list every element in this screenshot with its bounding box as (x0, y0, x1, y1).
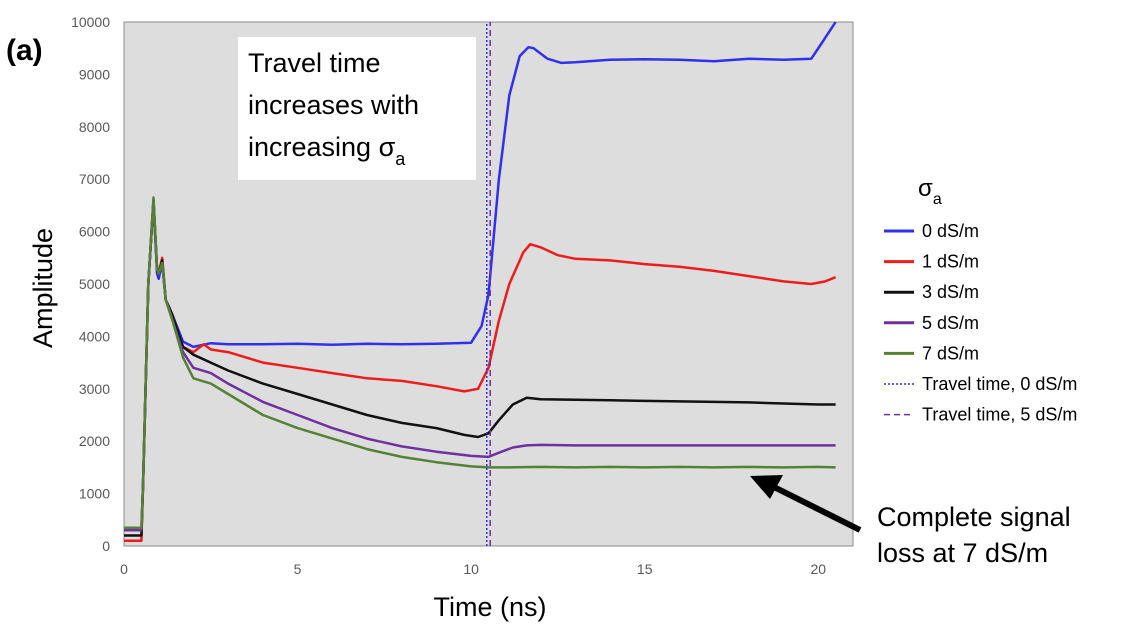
panel-label: (a) (6, 34, 43, 67)
y-tick-label: 10000 (71, 14, 110, 30)
x-axis-ticks: 0 5 10 15 20 (120, 561, 826, 577)
y-axis-title: Amplitude (28, 228, 58, 348)
x-tick-label: 5 (294, 561, 302, 577)
y-tick-label: 7000 (79, 171, 110, 187)
legend: σa 0 dS/m 1 dS/m 3 dS/m 5 dS/m 7 dS/m Travel … (884, 175, 1077, 425)
legend-title-main: σ (918, 175, 933, 202)
y-tick-label: 1000 (79, 486, 110, 502)
y-tick-label: 8000 (79, 119, 110, 135)
x-tick-label: 0 (120, 561, 128, 577)
travel-time-annotation: Travel time increases with increasing σa (238, 37, 476, 180)
legend-title-subscript: a (933, 191, 942, 208)
annotation-line-2: increases with (248, 90, 419, 120)
annotation-line-1: Travel time (248, 48, 381, 78)
y-tick-label: 6000 (79, 224, 110, 240)
x-tick-label: 15 (637, 561, 653, 577)
x-tick-label: 20 (810, 561, 826, 577)
y-tick-label: 9000 (79, 66, 110, 82)
legend-items: 0 dS/m 1 dS/m 3 dS/m 5 dS/m 7 dS/m Travel tim… (884, 221, 1077, 425)
signal-loss-line-1: Complete signal (877, 502, 1071, 532)
legend-label-1: 1 dS/m (922, 252, 979, 272)
y-tick-label: 5000 (79, 276, 110, 292)
legend-label-0: 0 dS/m (922, 221, 979, 241)
legend-label-4: 7 dS/m (922, 343, 979, 363)
legend-label-3: 5 dS/m (922, 313, 979, 333)
legend-title: σa (918, 175, 942, 208)
annotation-line-3-subscript: a (395, 149, 406, 169)
y-tick-label: 4000 (79, 328, 110, 344)
legend-label-6: Travel time, 5 dS/m (922, 405, 1077, 425)
y-tick-label: 2000 (79, 433, 110, 449)
x-tick-label: 10 (463, 561, 479, 577)
annotation-line-3-main: increasing σ (248, 132, 396, 162)
y-tick-label: 3000 (79, 381, 110, 397)
x-axis-title: Time (ns) (434, 592, 547, 622)
signal-loss-line-2: loss at 7 dS/m (877, 538, 1048, 568)
y-tick-label: 0 (102, 538, 110, 554)
legend-label-5: Travel time, 0 dS/m (922, 374, 1077, 394)
legend-label-2: 3 dS/m (922, 282, 979, 302)
y-axis-ticks: 0 1000 2000 3000 4000 5000 6000 7000 8000 9000 100… (71, 14, 110, 554)
